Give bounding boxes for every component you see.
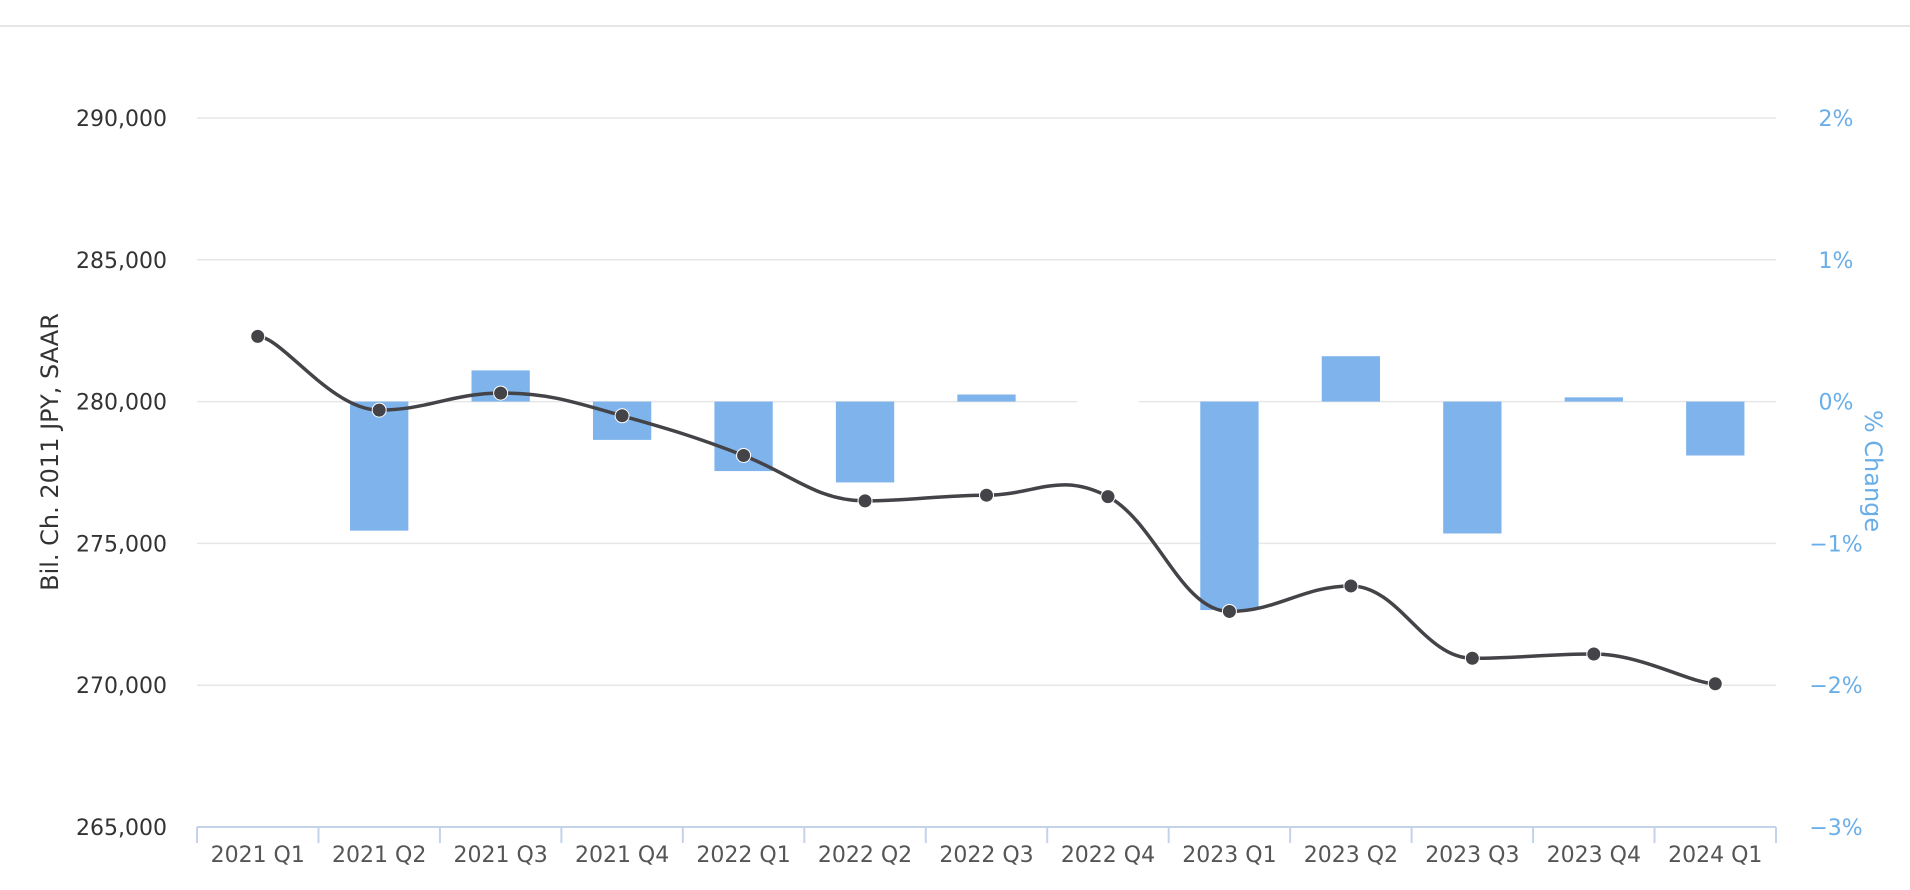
x-tick-label: 2022 Q3	[939, 843, 1033, 868]
x-tick-label: 2022 Q4	[1061, 843, 1155, 868]
line-point	[1707, 676, 1723, 692]
bar	[1443, 401, 1502, 534]
x-tick-label: 2021 Q1	[211, 843, 305, 868]
zero-gap	[1077, 399, 1139, 404]
bar	[1564, 397, 1623, 402]
zero-line-gaps	[1077, 399, 1139, 404]
x-tick-label: 2021 Q3	[454, 843, 548, 868]
line-point	[614, 408, 630, 424]
x-tick-label: 2021 Q4	[575, 843, 669, 868]
y-left-tick-label: 275,000	[76, 532, 167, 557]
bar	[1321, 356, 1381, 402]
bar	[835, 401, 895, 483]
x-axis: 2021 Q1 2021 Q2 2021 Q3 2021 Q4 2022 Q1 2022 …	[196, 826, 1777, 868]
x-tick-label: 2023 Q2	[1304, 843, 1398, 868]
line-point	[1586, 646, 1602, 662]
x-tick-label: 2023 Q1	[1182, 843, 1276, 868]
y-axis-left: 265,000 270,000 275,000 280,000 285,000 290,0…	[76, 107, 167, 841]
y-left-tick-label: 265,000	[76, 816, 167, 841]
y-right-tick-label: −1%	[1809, 532, 1862, 557]
line-point	[979, 487, 994, 503]
line-point	[371, 402, 387, 418]
y-left-tick-label: 280,000	[76, 391, 167, 416]
line-markers	[250, 328, 1723, 692]
bar	[1686, 401, 1745, 456]
line-point	[250, 328, 266, 344]
y-left-tick-label: 285,000	[76, 249, 167, 274]
x-tick-label: 2022 Q2	[818, 843, 912, 868]
y-left-tick-label: 270,000	[76, 674, 167, 699]
line-point	[1100, 489, 1116, 505]
y-right-tick-label: −3%	[1809, 816, 1862, 841]
y-axis-left-title: Bil. Ch. 2011 JPY, SAAR	[36, 313, 64, 591]
line-point	[1221, 603, 1237, 619]
y-axis-right-title: % Change	[1859, 410, 1887, 532]
line-point	[736, 447, 752, 463]
line-point	[1464, 650, 1480, 666]
y-left-tick-label: 290,000	[76, 107, 167, 132]
line-point	[493, 385, 509, 401]
y-right-tick-label: 0%	[1819, 391, 1854, 416]
y-right-tick-label: −2%	[1809, 674, 1862, 699]
bar	[1200, 401, 1259, 611]
x-tick-label: 2023 Q4	[1547, 843, 1641, 868]
line-point	[857, 493, 873, 509]
bar-series	[350, 356, 1745, 611]
x-tick-label: 2021 Q2	[332, 843, 426, 868]
y-axis-right: −3% −2% −1% 0% 1% 2%	[1809, 107, 1862, 841]
bar	[957, 394, 1016, 402]
gridlines	[197, 117, 1776, 686]
x-tick-label: 2023 Q3	[1425, 843, 1519, 868]
x-tick-label: 2022 Q1	[696, 843, 790, 868]
y-right-tick-label: 1%	[1819, 249, 1854, 274]
y-right-tick-label: 2%	[1819, 107, 1854, 132]
bar	[350, 401, 409, 531]
x-tick-label: 2024 Q1	[1668, 843, 1762, 868]
line-point	[1343, 578, 1359, 594]
